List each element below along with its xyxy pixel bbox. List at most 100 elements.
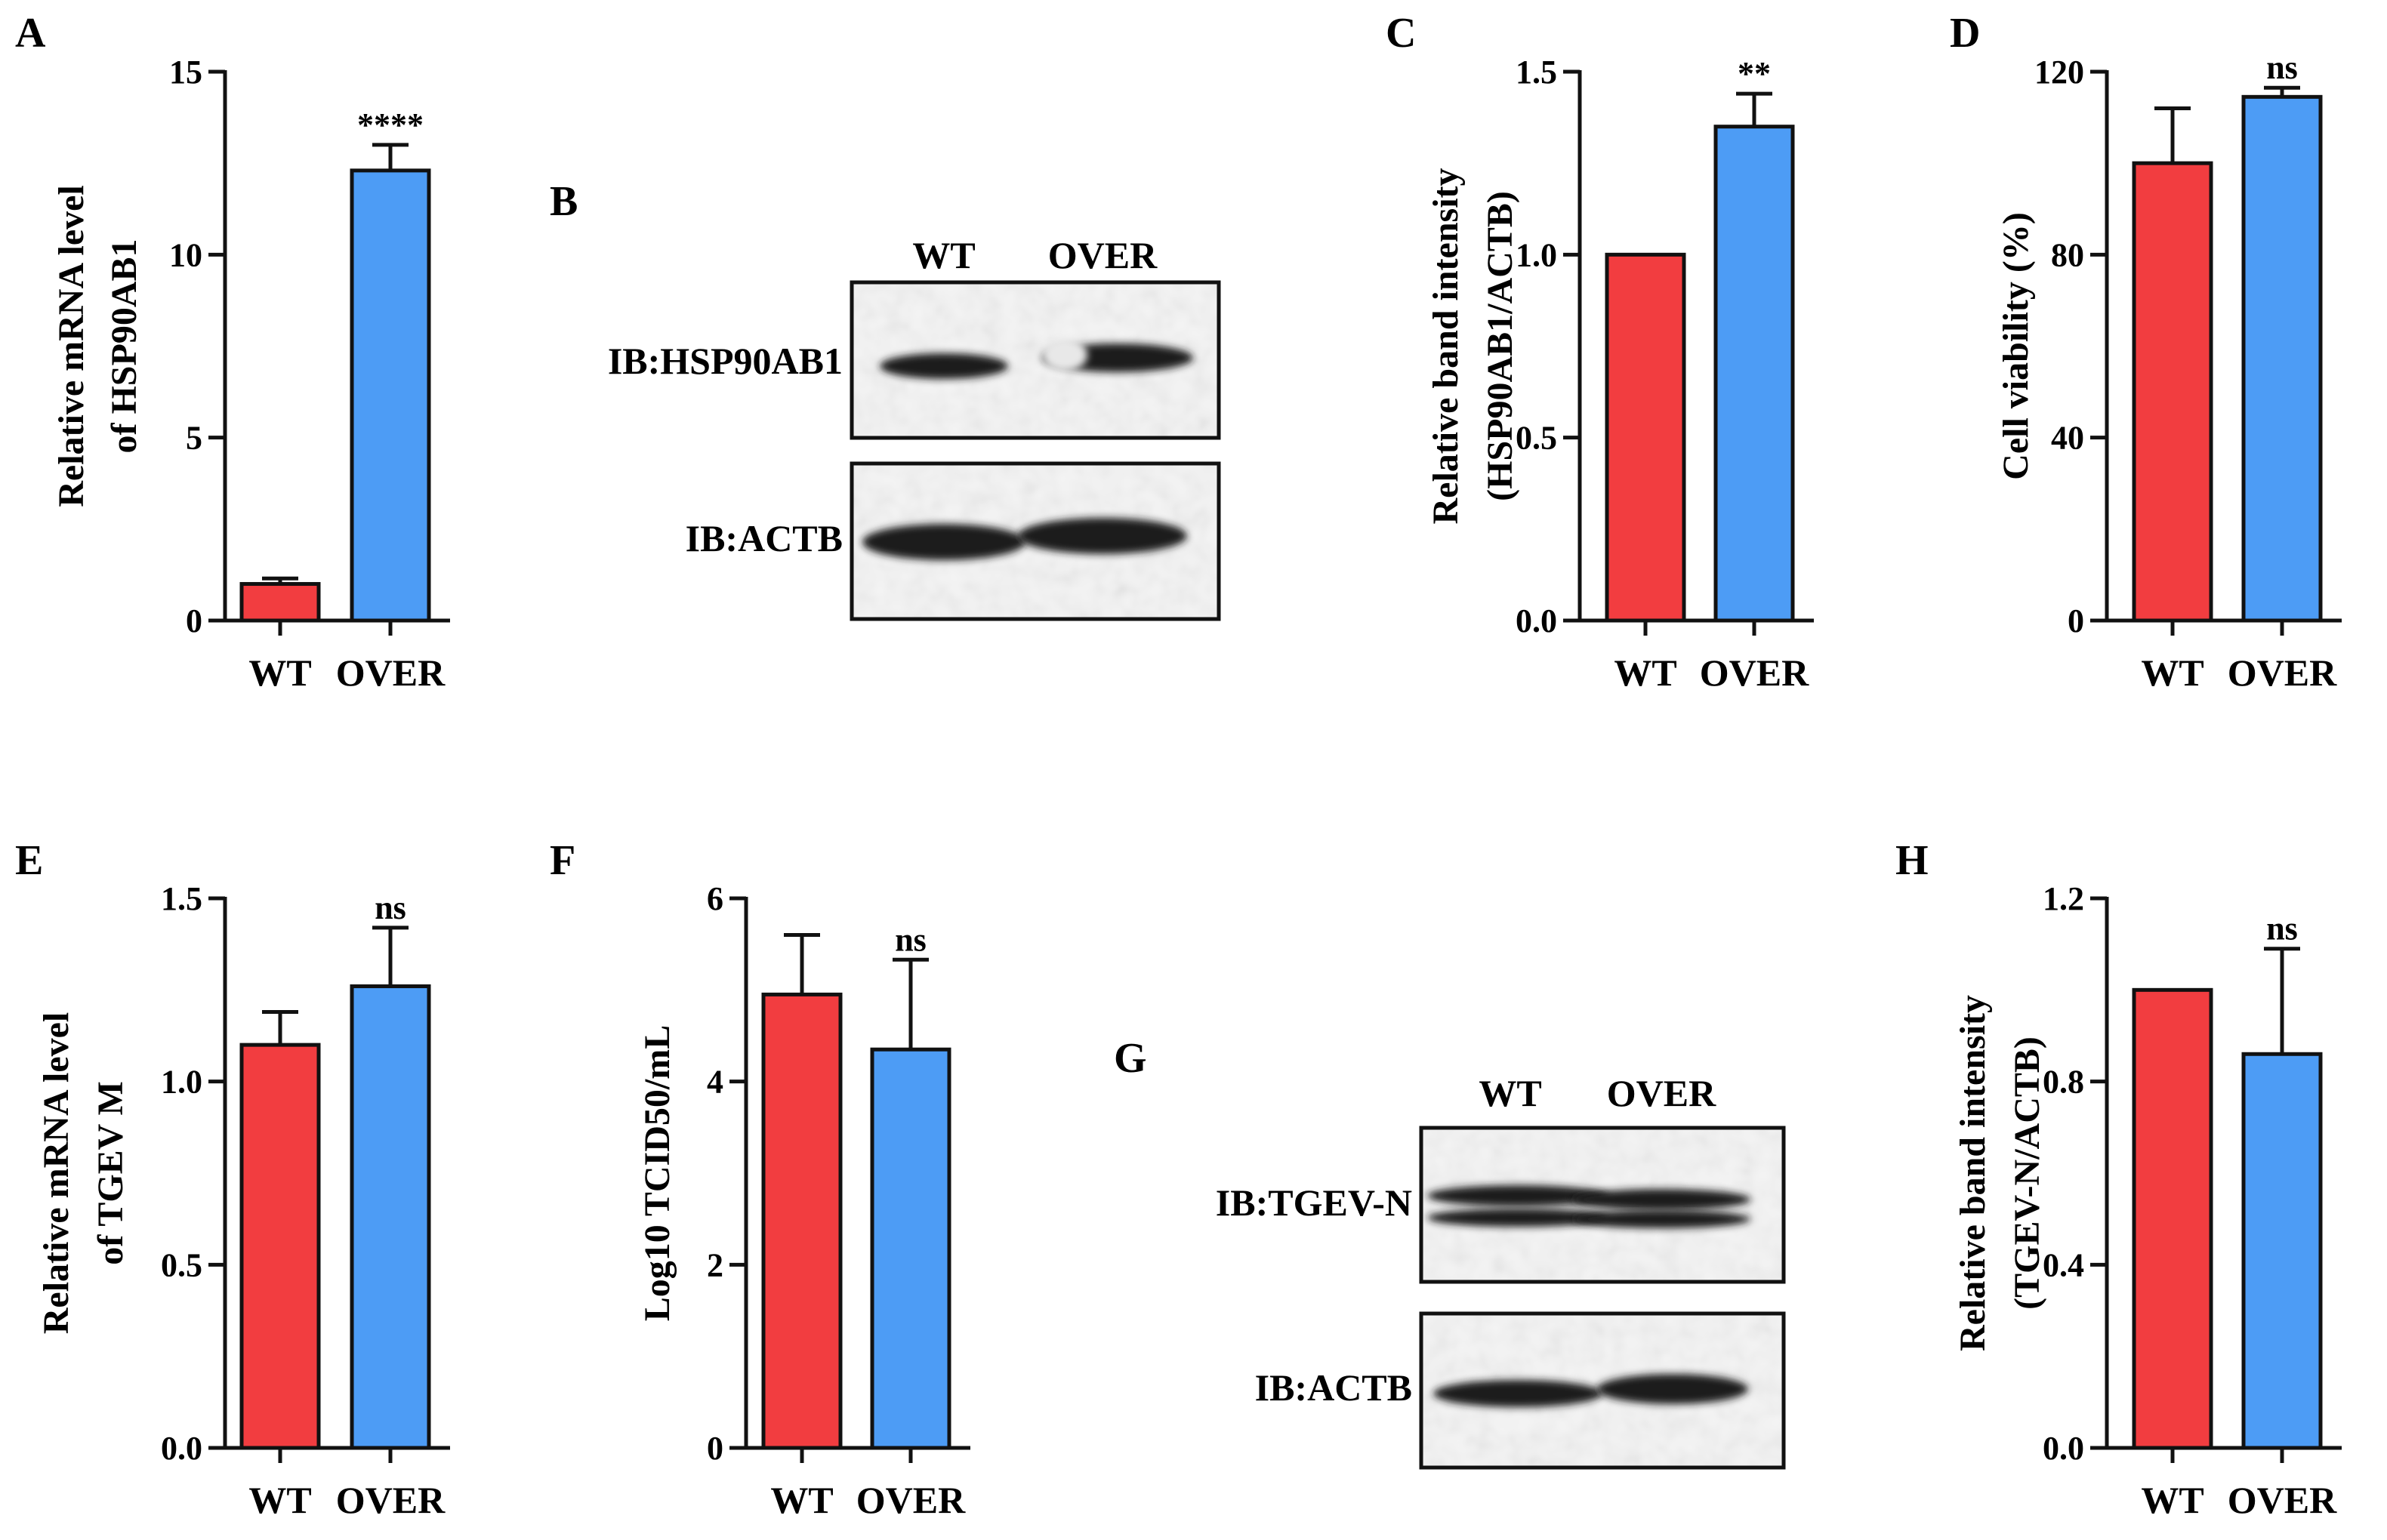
blot-row: IB:ACTB xyxy=(1255,1311,1786,1470)
y-axis-label: Relative band intensity xyxy=(1953,995,1993,1351)
significance-label: ** xyxy=(1738,55,1771,92)
blot-row: IB:ACTB xyxy=(686,461,1221,621)
blot-band xyxy=(1572,1189,1750,1210)
blot-band xyxy=(1427,1209,1608,1227)
bar-over xyxy=(870,1047,951,1450)
blot-row-label: IB:ACTB xyxy=(686,517,843,559)
y-axis-label: of HSP90AB1 xyxy=(104,239,144,453)
y-tick-label: 6 xyxy=(707,880,723,917)
lane-label-over: OVER xyxy=(1048,234,1158,276)
x-tick-label: WT xyxy=(2141,1479,2204,1521)
y-tick-label: 0.0 xyxy=(2043,1430,2084,1467)
panel-c: C 0.0 0.5 1.0 1.5 WT OVER ** Relative band inten… xyxy=(1386,10,1814,694)
blot-row-label: IB:TGEV-N xyxy=(1216,1181,1412,1224)
x-tick-label: WT xyxy=(770,1479,833,1521)
y-axis-label: Relative band intensity xyxy=(1426,168,1466,524)
y-axis-label: of TGEV M xyxy=(91,1081,131,1265)
x-tick-label: WT xyxy=(248,651,311,694)
y-tick-label: 5 xyxy=(186,420,202,457)
blot-band xyxy=(1427,1185,1608,1206)
significance-label: **** xyxy=(357,106,424,143)
panel-letter: A xyxy=(15,10,46,57)
y-axis-label: Log10 TCID50/mL xyxy=(637,1025,677,1322)
blot-frame xyxy=(1419,1311,1786,1470)
bar-over xyxy=(1713,125,1795,623)
y-axis-label: Relative mRNA level xyxy=(36,1012,76,1335)
panel-g: G WT OVER IB:TGEV-N IB:ACTB xyxy=(1114,1035,1786,1470)
y-tick-label: 0.8 xyxy=(2043,1064,2084,1101)
blot-frame xyxy=(850,461,1221,621)
x-tick-label: WT xyxy=(2141,651,2204,694)
panel-letter: E xyxy=(15,837,43,884)
y-tick-label: 40 xyxy=(2051,420,2084,457)
blot-band xyxy=(1018,518,1187,554)
x-tick-label: OVER xyxy=(1700,651,1809,694)
blot-frame xyxy=(850,280,1221,440)
panel-letter: B xyxy=(550,178,578,225)
bar-wt xyxy=(2132,161,2213,623)
y-tick-label: 0 xyxy=(707,1430,723,1467)
y-tick-label: 1.0 xyxy=(1516,236,1557,273)
bar-over xyxy=(350,984,431,1450)
blot-band xyxy=(880,353,1008,379)
panel-b: B WT OVER IB:HSP90AB1 IB:ACTB xyxy=(550,178,1221,621)
lane-label-wt: WT xyxy=(912,234,975,276)
x-tick-label: OVER xyxy=(2228,651,2337,694)
panel-d: D 0 40 80 120 WT OVER ns Cell viability (%) xyxy=(1950,10,2342,694)
blot-frame xyxy=(1419,1126,1786,1284)
y-tick-label: 1.0 xyxy=(161,1064,202,1101)
y-tick-label: 15 xyxy=(169,54,202,91)
x-tick-label: WT xyxy=(248,1479,311,1521)
blot-row: IB:HSP90AB1 xyxy=(608,280,1221,440)
y-tick-label: 0 xyxy=(186,602,202,639)
y-axis-label: Relative mRNA level xyxy=(51,185,91,507)
x-tick-label: OVER xyxy=(336,651,446,694)
bar-wt xyxy=(239,1043,321,1450)
panel-f: F 0 2 4 6 WT OVER ns Log10 TCID50/mL xyxy=(550,837,970,1521)
panel-letter: H xyxy=(1895,837,1929,884)
x-tick-label: OVER xyxy=(336,1479,446,1521)
blot-band xyxy=(862,524,1025,560)
y-tick-label: 2 xyxy=(707,1246,723,1283)
y-tick-label: 80 xyxy=(2051,236,2084,273)
x-tick-label: OVER xyxy=(856,1479,966,1521)
blot-band xyxy=(1597,1374,1748,1404)
blot-row-label: IB:ACTB xyxy=(1255,1366,1412,1409)
significance-label: ns xyxy=(2266,49,2298,86)
blot-row: IB:TGEV-N xyxy=(1216,1126,1786,1284)
y-tick-label: 0.5 xyxy=(161,1246,202,1283)
significance-label: ns xyxy=(2266,910,2298,947)
panel-letter: D xyxy=(1950,10,1980,57)
bar-over xyxy=(2241,1052,2323,1450)
y-tick-label: 0 xyxy=(2068,602,2084,639)
blot-band xyxy=(1042,338,1087,371)
lane-label-wt: WT xyxy=(1479,1072,1541,1114)
panel-e: E 0.0 0.5 1.0 1.5 WT OVER ns Relative mRNA level… xyxy=(15,837,450,1521)
y-axis-label: (HSP90AB1/ACTB) xyxy=(1480,191,1520,501)
blot-band xyxy=(1433,1380,1602,1407)
y-axis-label: (TGEV-N/ACTB) xyxy=(2007,1036,2047,1310)
panel-a: A 0 5 10 15 WT OVER **** Relative mRNA level of H… xyxy=(15,10,450,694)
y-tick-label: 1.5 xyxy=(1516,54,1557,91)
significance-label: ns xyxy=(375,889,406,926)
y-tick-label: 0.5 xyxy=(1516,420,1557,457)
y-tick-label: 1.5 xyxy=(161,880,202,917)
bar-over xyxy=(350,168,431,623)
bar-wt xyxy=(239,582,321,623)
y-tick-label: 10 xyxy=(169,236,202,273)
lane-label-over: OVER xyxy=(1607,1072,1716,1114)
y-tick-label: 1.2 xyxy=(2043,880,2084,917)
y-tick-label: 0.0 xyxy=(161,1430,202,1467)
panel-letter: F xyxy=(550,837,575,884)
blot-band xyxy=(1572,1210,1750,1228)
bar-wt xyxy=(761,992,843,1450)
y-axis-label: Cell viability (%) xyxy=(1996,212,2036,480)
bar-wt xyxy=(1605,252,1686,623)
x-tick-label: OVER xyxy=(2228,1479,2337,1521)
panel-h: H 0.0 0.4 0.8 1.2 WT OVER ns Relative band inten… xyxy=(1895,837,2342,1521)
bar-wt xyxy=(2132,987,2213,1450)
y-tick-label: 120 xyxy=(2034,54,2084,91)
y-tick-label: 0.0 xyxy=(1516,602,1557,639)
panel-letter: C xyxy=(1386,10,1416,57)
